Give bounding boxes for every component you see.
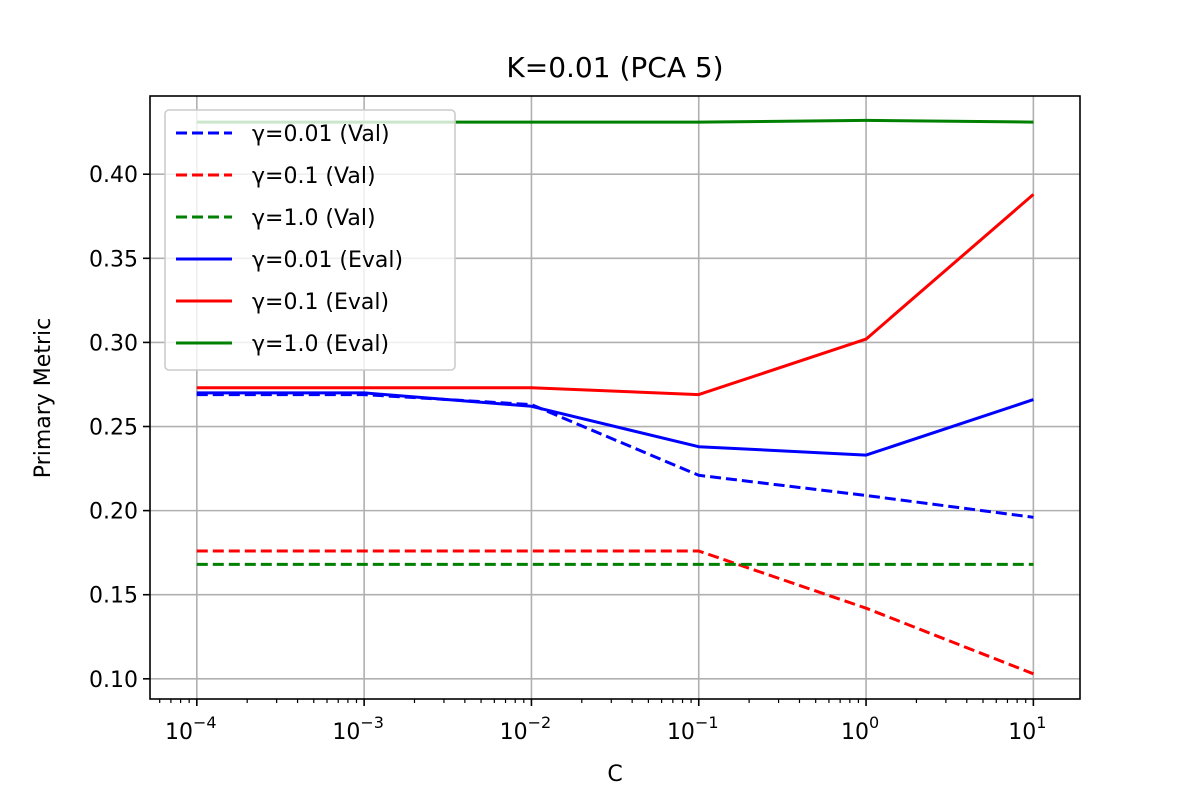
legend: γ=0.01 (Val) γ=0.1 (Val) γ=1.0 (Val) γ=0.01… [164,109,456,371]
series-line [196,549,1034,676]
legend-label: γ=0.01 (Val) [252,122,390,147]
legend-label: γ=1.0 (Val) [252,206,376,231]
y-tick-label: 0.15 [89,584,138,609]
x-tick-label: 10−1 [667,713,719,745]
x-tick-label: 10−2 [500,713,552,745]
legend-box [164,109,456,371]
legend-label: γ=0.01 (Eval) [252,248,403,273]
legend-label: γ=0.1 (Eval) [252,290,389,315]
y-tick-label: 0.30 [89,331,138,356]
plot-frame [149,95,1081,700]
x-axis-label: C [607,762,622,787]
axes: 10−4 10−3 10−2 10−1 100 101 0.10 0.15 0.20 0.25 0.… [89,163,1046,745]
series-line [196,393,1034,519]
y-tick-label: 0.20 [89,500,138,525]
x-tick-label: 10−4 [165,713,217,745]
y-tick-label: 0.25 [89,416,138,441]
series-line [196,193,1035,397]
y-tick-label: 0.35 [89,247,138,272]
y-axis-label: Primary Metric [31,318,56,478]
y-tick-label: 0.10 [89,668,138,693]
x-tick-label: 101 [1008,713,1046,745]
series-line [196,391,1034,457]
y-tick-label: 0.40 [89,163,138,188]
chart-title: K=0.01 (PCA 5) [506,51,723,84]
legend-label: γ=1.0 (Eval) [252,332,389,357]
x-tick-label: 100 [841,713,879,745]
x-tick-label: 10−3 [332,713,384,745]
legend-label: γ=0.1 (Val) [252,164,376,189]
